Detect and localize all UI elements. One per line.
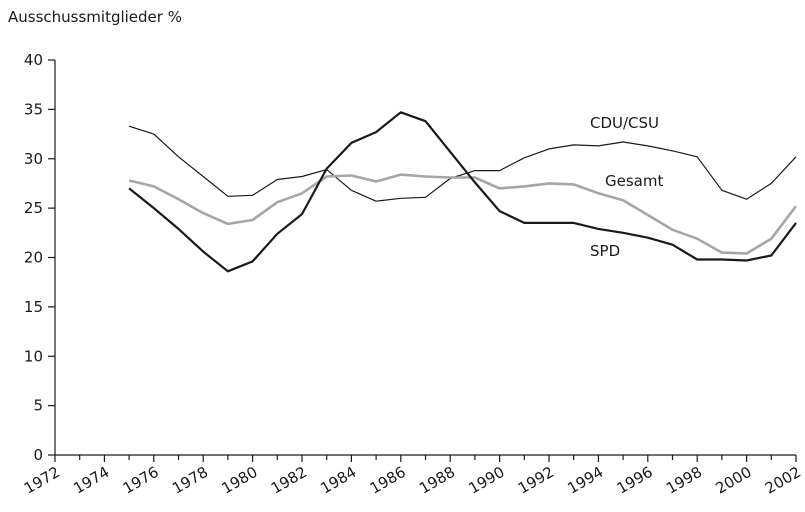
x-tick-label: 1972	[21, 463, 63, 498]
series-line	[128, 111, 797, 273]
y-tick-label: 0	[33, 446, 43, 464]
y-tick-label: 15	[24, 298, 43, 316]
x-tick-label: 1982	[268, 463, 310, 498]
series-label: SPD	[590, 242, 620, 260]
x-tick-label: 1974	[70, 463, 112, 498]
x-tick-label: 1988	[416, 463, 458, 498]
x-tick-label: 1998	[663, 463, 705, 498]
x-tick-label: 1980	[219, 463, 261, 498]
x-tick-label: 1976	[120, 463, 162, 498]
x-tick-label: 1986	[367, 463, 409, 498]
y-tick-label: 10	[24, 347, 43, 365]
x-tick-label: 1994	[564, 463, 606, 498]
x-tick-label: 2000	[713, 463, 755, 498]
series-label: CDU/CSU	[590, 114, 659, 132]
x-tick-label: 1978	[169, 463, 211, 498]
series-label: Gesamt	[605, 172, 663, 190]
x-tick-label: 2002	[762, 463, 804, 498]
y-tick-label: 35	[24, 100, 43, 118]
x-tick-label: 1984	[317, 463, 359, 498]
series-line	[128, 173, 798, 255]
y-tick-label: 20	[24, 249, 43, 267]
y-tick-label: 40	[24, 51, 43, 69]
series-line	[128, 125, 797, 202]
x-tick-label: 1990	[466, 463, 508, 498]
x-tick-label: 1992	[515, 463, 557, 498]
y-tick-label: 25	[24, 199, 43, 217]
x-tick-label: 1996	[614, 463, 656, 498]
y-axis-label: Ausschussmitglieder %	[8, 8, 182, 26]
y-tick-label: 30	[24, 150, 43, 168]
y-tick-label: 5	[33, 397, 43, 415]
